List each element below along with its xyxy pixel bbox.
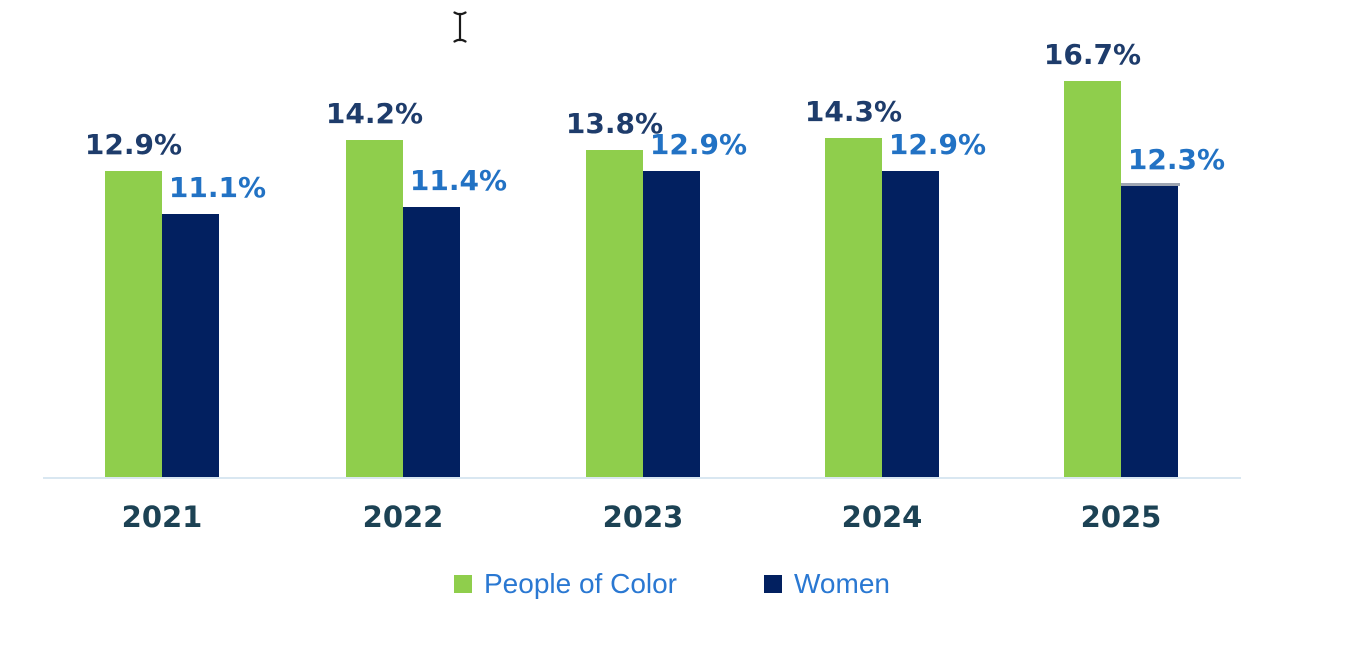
value-label-people-of-color-2022: 14.2%: [325, 97, 424, 130]
text-cursor-icon: [453, 11, 467, 43]
bar-women-2021[interactable]: [162, 214, 219, 478]
legend-label-women: Women: [794, 568, 890, 599]
value-label-women-2021: 11.1%: [168, 171, 267, 204]
category-label-2021: 2021: [121, 500, 203, 534]
bar-women-2022[interactable]: [403, 207, 460, 478]
bar-women-2025[interactable]: [1121, 186, 1178, 478]
bar-people-of-color-2021[interactable]: [105, 171, 162, 478]
value-label-people-of-color-2024: 14.3%: [804, 95, 903, 128]
category-label-2025: 2025: [1080, 500, 1162, 534]
legend: People of Color Women: [0, 568, 1355, 602]
category-label-2023: 2023: [602, 500, 684, 534]
bar-women-2024[interactable]: [882, 171, 939, 478]
value-label-women-2022: 11.4%: [409, 164, 508, 197]
category-label-2022: 2022: [362, 500, 444, 534]
legend-item-women[interactable]: Women: [764, 568, 890, 600]
legend-swatch-women: [764, 575, 782, 593]
bar-people-of-color-2025[interactable]: [1064, 81, 1121, 478]
bar-women-2023[interactable]: [643, 171, 700, 478]
value-label-people-of-color-2025: 16.7%: [1043, 38, 1142, 71]
legend-label-people-of-color: People of Color: [484, 568, 678, 599]
legend-item-people-of-color[interactable]: People of Color: [454, 568, 677, 600]
category-label-2024: 2024: [841, 500, 923, 534]
value-label-women-2024: 12.9%: [888, 128, 987, 161]
value-label-women-2025: 12.3%: [1127, 143, 1226, 176]
x-axis-line: [43, 477, 1241, 479]
legend-swatch-people-of-color: [454, 575, 472, 593]
bar-people-of-color-2024[interactable]: [825, 138, 882, 478]
value-label-people-of-color-2023: 13.8%: [565, 107, 664, 140]
bar-people-of-color-2023[interactable]: [586, 150, 643, 478]
value-label-people-of-color-2021: 12.9%: [84, 128, 183, 161]
bar-people-of-color-2022[interactable]: [346, 140, 403, 478]
bar-top-edge-artifact: [1121, 183, 1180, 186]
value-label-women-2023: 12.9%: [649, 128, 748, 161]
